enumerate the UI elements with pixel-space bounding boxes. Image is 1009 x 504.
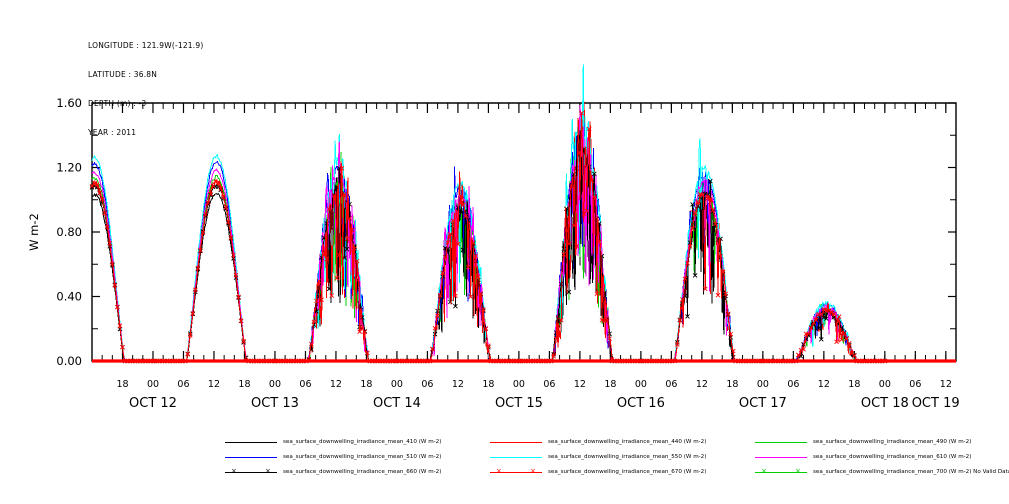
year-text: YEAR : 2011 [88,127,137,137]
series-410 [91,146,885,362]
legend-marker-x: × [530,467,536,475]
series-490 [91,108,885,363]
x-axis-hour-label: 06 [909,379,921,390]
x-axis-day-label: OCT 14 [373,396,421,411]
timeseries-chart: 0.00 0.40 0.80 1.20 1.60 W m-2 18 00 06 12 18 00 06 1… [27,64,960,411]
legend-item-602: × × sea_surface_downwelling_irradiance_mea… [225,466,485,479]
x-axis-hour-label: 12 [452,379,464,390]
legend-item-102: sea_surface_downwelling_irradiance_mean_… [225,436,485,449]
x-axis-hour-label: 12 [208,379,220,390]
legend-swatch-line [755,442,807,443]
y-axis-tick-label: 0.40 [56,290,82,304]
series-510 [91,122,885,362]
x-axis-hour-label: 00 [391,379,403,390]
legend-item-702: × × sea_surface_downwelling_irradiance_mea… [490,466,750,479]
legend-item-502: sea_surface_downwelling_irradiance_mean_… [490,451,750,464]
x-axis-hour-label: 06 [299,379,311,390]
legend-marker-x: × [231,467,237,475]
x-axis-hour-label: 12 [330,379,342,390]
legend-label: sea_surface_downwelling_irradiance_mean_… [548,453,707,460]
x-axis-hour-label: 12 [940,379,952,390]
y-axis-tick-label: 0.80 [56,225,82,239]
y-axis-tick-label: 1.60 [56,96,82,110]
legend-label: sea_surface_downwelling_irradiance_mean_… [283,438,442,445]
series-group [89,64,956,364]
y-axis-tick-label: 1.20 [56,161,82,175]
x-axis-day-label: OCT 15 [495,396,543,411]
x-axis-hour-label: 18 [360,379,372,390]
series-670 [89,110,888,364]
x-axis-hour-label: 06 [543,379,555,390]
y-axis-title: W m-2 [27,213,41,251]
x-axis-hour-label: 12 [818,379,830,390]
legend-marker-x: × [496,467,502,475]
legend-item-902: sea_surface_downwelling_irradiance_mean_… [755,436,1005,449]
legend-item-102: sea_surface_downwelling_irradiance_mean_… [755,451,1005,464]
latitude-text: LATITUDE : 36.8N [88,69,158,79]
x-axis-hour-label: 18 [604,379,616,390]
legend-label: sea_surface_downwelling_irradiance_mean_… [548,468,707,475]
legend-marker-x: × [761,467,767,475]
series-610 [91,104,885,363]
legend-label: sea_surface_downwelling_irradiance_mean_… [813,453,972,460]
x-axis-hour-label: 00 [879,379,891,390]
x-axis-hour-label: 06 [665,379,677,390]
y-axis-tick-label: 0.00 [56,354,82,368]
x-axis-hour-label: 06 [421,379,433,390]
x-axis-day-label: OCT 13 [251,396,299,411]
legend-swatch-line [755,472,807,473]
x-axis-hour-label: 00 [635,379,647,390]
legend-swatch-line [755,457,807,458]
x-axis-day-label: OCT 16 [617,396,665,411]
x-axis-hour-label: 18 [238,379,250,390]
legend-item-002: × × sea_surface_downwelling_irradiance_mea… [755,466,1009,479]
x-axis-hour-label: 18 [848,379,860,390]
x-axis-day-label: OCT 12 [129,396,177,411]
x-axis-day-label: OCT 19 [912,396,960,411]
x-axis-hour-label: 00 [513,379,525,390]
x-axis-hour-label: 12 [696,379,708,390]
legend-label: sea_surface_downwelling_irradiance_mean_… [813,438,972,445]
series-660 [89,130,888,364]
chart-legend: sea_surface_downwelling_irradiance_mean_… [0,436,1009,486]
legend-item-402: sea_surface_downwelling_irradiance_mean_… [490,436,750,449]
legend-item-102: sea_surface_downwelling_irradiance_mean_… [225,451,485,464]
legend-marker-x: × [795,467,801,475]
legend-swatch-line [225,472,277,473]
legend-marker-x: × [265,467,271,475]
legend-swatch-line [490,442,542,443]
legend-swatch-line [225,442,277,443]
series-670-markers [89,110,888,364]
longitude-text: LONGITUDE : 121.9W(-121.9) [88,41,204,51]
x-axis-hour-label: 12 [574,379,586,390]
x-axis-day-label: OCT 18 [861,396,909,411]
x-axis-hour-label: 06 [787,379,799,390]
x-axis-hour-label: 00 [147,379,159,390]
legend-swatch-line [225,457,277,458]
legend-swatch-line [490,457,542,458]
x-axis-hour-label: 18 [726,379,738,390]
series-440 [91,101,885,362]
legend-swatch-line [490,472,542,473]
x-axis-hour-label: 06 [177,379,189,390]
x-axis-hour-label: 00 [269,379,281,390]
legend-label: sea_surface_downwelling_irradiance_mean_… [283,453,442,460]
legend-label: sea_surface_downwelling_irradiance_mean_… [548,438,707,445]
x-axis-hour-label: 18 [116,379,128,390]
x-axis-hour-label: 18 [482,379,494,390]
legend-label: sea_surface_downwelling_irradiance_mean_… [813,468,1009,475]
legend-label: sea_surface_downwelling_irradiance_mean_… [283,468,442,475]
x-axis-day-label: OCT 17 [739,396,787,411]
x-axis-hour-label: 00 [757,379,769,390]
